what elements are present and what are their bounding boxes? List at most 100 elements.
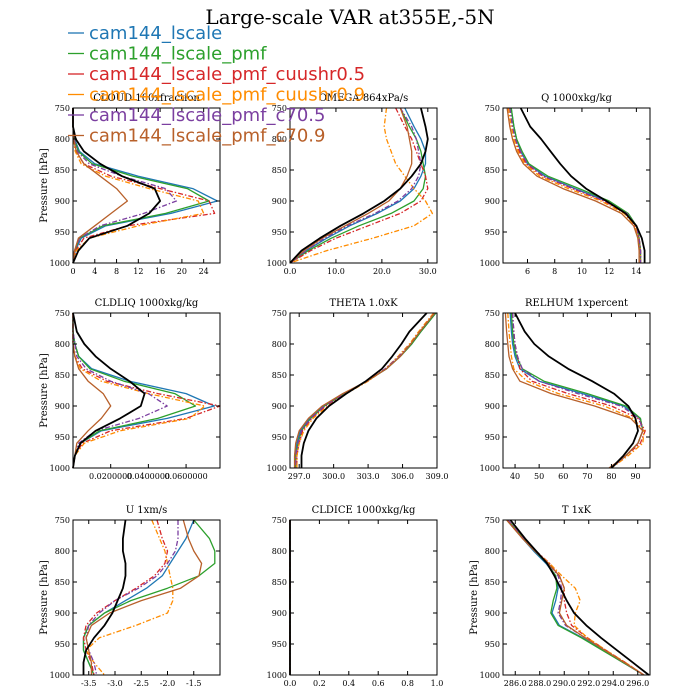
y-tick-label: 950 xyxy=(485,433,500,442)
y-tick-label: 750 xyxy=(55,516,70,525)
x-tick-label: 306.0 xyxy=(391,472,414,481)
series-line-3 xyxy=(72,108,205,264)
y-tick-label: 750 xyxy=(485,309,500,318)
plot-frame xyxy=(289,519,438,676)
y-tick-label: 850 xyxy=(485,371,500,380)
series-line-5 xyxy=(293,312,436,468)
series-line-3 xyxy=(507,312,645,469)
x-tick-label: 8 xyxy=(114,267,119,276)
x-tick-label: 20 xyxy=(177,267,187,276)
y-tick-label: 1000 xyxy=(50,259,70,268)
series-line-6 xyxy=(82,519,127,675)
plot-frame xyxy=(289,107,438,264)
y-tick-label: 950 xyxy=(272,640,287,649)
y-tick-label: 750 xyxy=(55,104,70,113)
y-axis-label: Pressure [hPa] xyxy=(469,560,480,635)
y-tick-label: 800 xyxy=(55,547,70,556)
y-tick-label: 950 xyxy=(55,228,70,237)
figure-title: Large-scale VAR at355E,-5N xyxy=(205,5,494,29)
series-line-5 xyxy=(85,519,203,675)
y-tick-label: 1000 xyxy=(267,464,287,473)
y-tick-label: 850 xyxy=(272,371,287,380)
chart-panel-8: T 1xK Pressure [hPa] 750 800 850 900 950 1000 28… xyxy=(469,505,651,688)
series-line-0 xyxy=(510,107,642,263)
plot-frame xyxy=(289,312,438,469)
chart-panel-3: CLDLIQ 1000xkg/kg Pressure [hPa] 750 800 850… xyxy=(39,298,221,481)
x-tick-label: -1.5 xyxy=(186,679,201,688)
chart-panel-6: U 1xm/s Pressure [hPa] 750 800 850 900 950 1000… xyxy=(39,505,221,688)
y-axis-label: Pressure [hPa] xyxy=(39,560,50,635)
x-tick-label: 30.0 xyxy=(419,267,437,276)
chart-title: CLDLIQ 1000xkg/kg xyxy=(95,298,199,309)
y-tick-label: 800 xyxy=(55,135,70,144)
y-tick-label: 850 xyxy=(272,578,287,587)
legend-label: cam144_lscale xyxy=(89,23,222,44)
y-tick-label: 900 xyxy=(485,609,500,618)
chart-panel-5: RELHUM 1xpercent 750 800 850 900 950 1000 40 50 6… xyxy=(480,298,651,481)
x-tick-label: 0.0600000 xyxy=(164,472,207,481)
y-tick-label: 900 xyxy=(55,402,70,411)
series-line-5 xyxy=(506,107,640,263)
y-tick-label: 750 xyxy=(485,516,500,525)
chart-title: THETA 1.0xK xyxy=(329,298,398,309)
x-tick-label: 12 xyxy=(604,267,614,276)
x-tick-label: 16 xyxy=(155,267,165,276)
x-tick-label: 24 xyxy=(199,267,209,276)
x-tick-label: 70 xyxy=(582,472,592,481)
x-tick-label: -2.0 xyxy=(160,679,175,688)
x-tick-label: 300.0 xyxy=(322,472,345,481)
y-axis-label: Pressure [hPa] xyxy=(39,148,50,223)
x-tick-label: 0.0 xyxy=(284,679,297,688)
y-tick-label: 900 xyxy=(55,197,70,206)
y-tick-label: 1000 xyxy=(267,671,287,680)
x-tick-label: 0.0200000 xyxy=(89,472,132,481)
series-line-1 xyxy=(295,312,437,468)
series-line-6 xyxy=(72,312,146,469)
y-tick-label: 800 xyxy=(272,340,287,349)
legend-label: cam144_lscale_pmf_cuushr0.9 xyxy=(89,85,365,106)
y-tick-label: 900 xyxy=(55,609,70,618)
series-line-6 xyxy=(289,107,429,264)
y-tick-label: 850 xyxy=(55,578,70,587)
series-line-4 xyxy=(72,108,178,264)
series-line-5 xyxy=(506,519,645,676)
series-line-1 xyxy=(510,312,644,469)
x-tick-label: 40 xyxy=(510,472,520,481)
x-tick-label: 303.0 xyxy=(357,472,380,481)
x-tick-label: 12 xyxy=(133,267,143,276)
plot-frame xyxy=(502,107,651,264)
x-tick-label: 292.0 xyxy=(577,679,600,688)
y-tick-label: 900 xyxy=(272,402,287,411)
series-line-6 xyxy=(509,519,650,676)
y-tick-label: 1000 xyxy=(267,259,287,268)
plot-frame xyxy=(72,519,221,676)
x-tick-label: 20.0 xyxy=(373,267,391,276)
x-tick-label: 90 xyxy=(630,472,640,481)
x-tick-label: 309.0 xyxy=(426,472,449,481)
series-line-3 xyxy=(85,519,174,676)
x-tick-label: -3.5 xyxy=(81,679,96,688)
chart-title: CLDICE 1000xkg/kg xyxy=(312,505,416,516)
x-tick-label: 60 xyxy=(558,472,568,481)
x-tick-label: 1.0 xyxy=(431,679,444,688)
legend: cam144_lscalecam144_lscale_pmfcam144_lsc… xyxy=(68,23,365,147)
y-tick-label: 900 xyxy=(485,402,500,411)
chart-title: RELHUM 1xpercent xyxy=(525,298,628,309)
x-tick-label: 80 xyxy=(606,472,616,481)
x-tick-label: 0.0 xyxy=(284,267,297,276)
chart-title: U 1xm/s xyxy=(126,505,168,516)
series-line-2 xyxy=(289,107,429,264)
legend-label: cam144_lscale_pmf_cuushr0.5 xyxy=(89,64,365,85)
series-line-2 xyxy=(511,312,646,469)
y-tick-label: 950 xyxy=(485,640,500,649)
y-tick-label: 900 xyxy=(272,197,287,206)
series-line-2 xyxy=(82,519,169,676)
x-tick-label: 4 xyxy=(92,267,97,276)
legend-label: cam144_lscale_pmf_c70.5 xyxy=(89,105,325,126)
y-tick-label: 850 xyxy=(55,371,70,380)
y-tick-label: 850 xyxy=(272,166,287,175)
plot-frame xyxy=(72,312,221,469)
